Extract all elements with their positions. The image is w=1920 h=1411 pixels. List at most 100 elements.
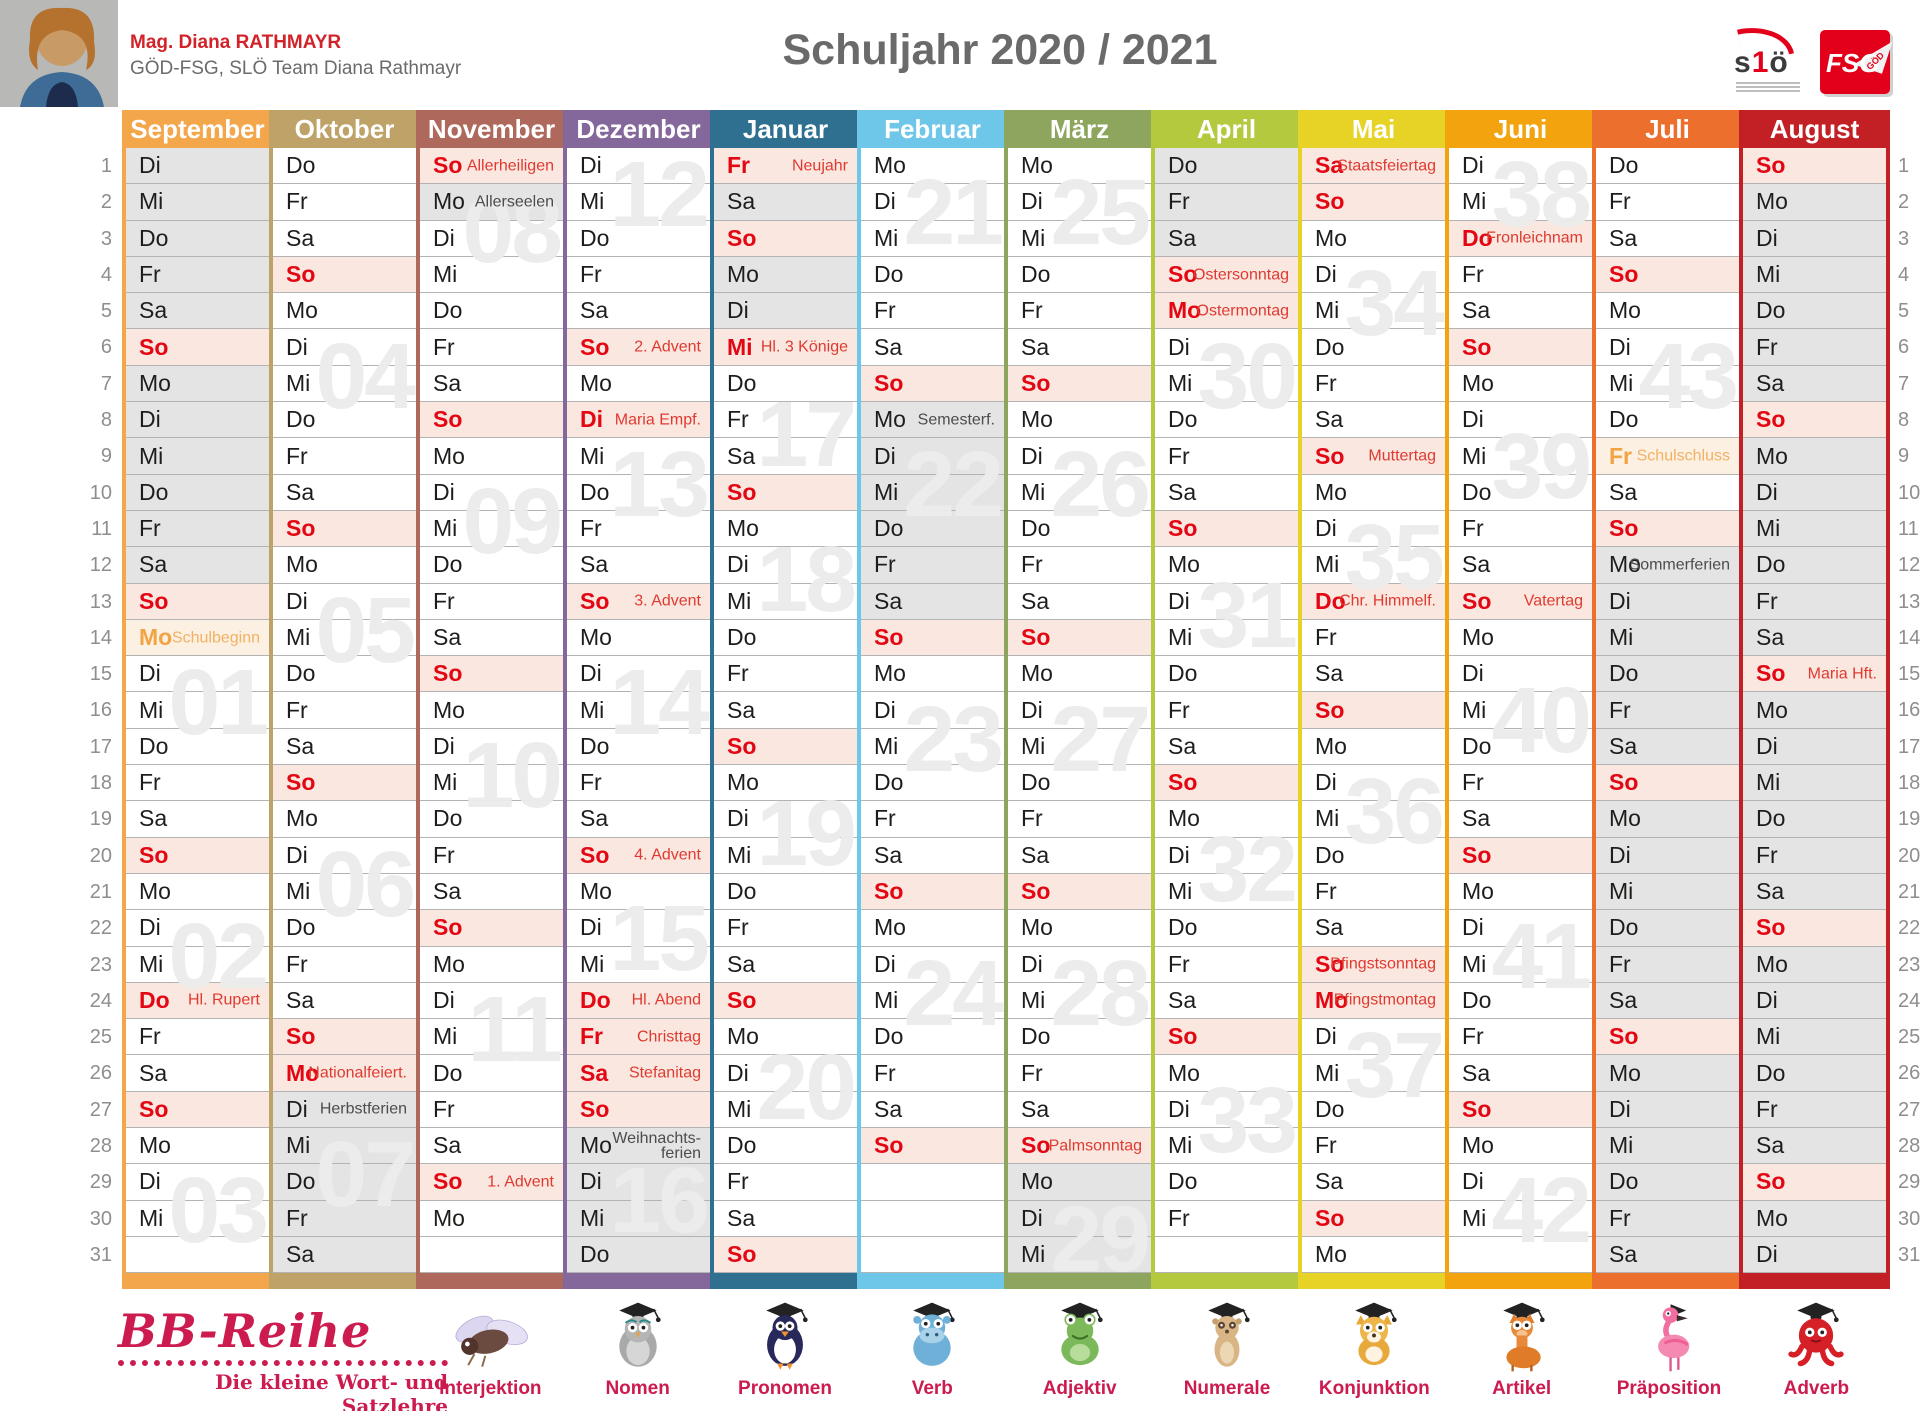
- weekday-label: Di: [1168, 1095, 1190, 1122]
- weekday-label: Di: [580, 914, 602, 941]
- weekday-label: Sa: [874, 587, 903, 614]
- day-cell: Mo Ostermontag: [1155, 293, 1298, 330]
- weekday-label: Do: [580, 732, 610, 759]
- day-cell: Mi: [1743, 765, 1886, 802]
- weekday-label: So: [727, 732, 757, 759]
- row-number-right: 16: [1898, 699, 1920, 722]
- row-number-right: 17: [1898, 735, 1920, 758]
- weekday-label: Do: [1315, 587, 1346, 614]
- weekday-label: Do: [1168, 152, 1198, 179]
- row-number-left: 23: [89, 953, 112, 976]
- day-cell: Di: [1743, 728, 1886, 766]
- weekday-label: Di: [580, 660, 602, 687]
- day-cell: Mi: [1008, 729, 1151, 766]
- day-cell: Do: [1008, 765, 1151, 802]
- weekday-label: Do: [139, 732, 169, 759]
- weekday-label: Sa: [1315, 1168, 1344, 1195]
- weekday-label: Di: [286, 841, 308, 868]
- row-number-right: 11: [1898, 517, 1919, 540]
- month-april: April Do Fr Sa So Ostersonntag Mo Ostermontag Di…: [1151, 110, 1298, 1290]
- day-cell: Di: [1302, 765, 1445, 802]
- month-header: Mai: [1302, 110, 1445, 148]
- weekday-label: Mi: [1756, 1023, 1781, 1050]
- weekday-label: Mo: [1315, 986, 1349, 1013]
- weekday-label: Do: [1609, 660, 1639, 687]
- weekday-label: Mo: [580, 1132, 612, 1159]
- day-cell: Mi: [567, 692, 710, 729]
- day-cell: Mi: [1008, 983, 1151, 1020]
- day-cell: Mi: [1596, 873, 1739, 911]
- weekday-label: Di: [139, 152, 161, 179]
- sloe-logo: s1ö: [1734, 19, 1806, 92]
- day-cell: Mo Semesterf.: [861, 402, 1004, 439]
- day-cell: Do: [1155, 402, 1298, 439]
- weekday-label: Di: [1756, 986, 1778, 1013]
- day-cell: Sa Staatsfeiertag: [1302, 148, 1445, 185]
- day-cell: Di: [1155, 838, 1298, 874]
- row-number-left: 25: [89, 1026, 112, 1049]
- day-cell: Mo: [567, 366, 710, 403]
- row-number-right: 9: [1898, 445, 1910, 468]
- weekday-label: Fr: [139, 261, 161, 288]
- month-header: Oktober: [273, 110, 416, 148]
- day-cell: Di: [1008, 692, 1151, 729]
- weekday-label: Fr: [1021, 805, 1043, 832]
- weekday-label: Mo: [874, 406, 906, 433]
- day-cell: Sa: [1155, 729, 1298, 766]
- month-header: September: [126, 110, 269, 148]
- day-cell: Sa: [420, 620, 563, 657]
- weekday-label: Fr: [874, 1059, 896, 1086]
- weekday-label: Mo: [1315, 478, 1347, 505]
- weekday-label: Fr: [1168, 188, 1190, 215]
- day-cell: Do: [861, 510, 1004, 548]
- day-cell: Do Hl. Rupert: [126, 982, 269, 1020]
- day-cell: Do: [567, 1236, 710, 1274]
- day-cell: Mo: [1743, 438, 1886, 475]
- weekday-label: Do: [580, 986, 611, 1013]
- day-cell: Sa: [1449, 547, 1592, 584]
- day-cell: Mi: [1155, 366, 1298, 403]
- day-cell: Mo: [714, 765, 857, 802]
- day-cell: Mo: [1155, 1055, 1298, 1092]
- day-cell: Mo: [567, 620, 710, 657]
- month-oktober: Oktober Do Fr Sa So Mo Di Mi Do Fr Sa So Mo Di Mi Do Fr S…: [269, 110, 416, 1290]
- day-cell: Fr: [1302, 620, 1445, 657]
- day-cell: Di: [1155, 584, 1298, 620]
- weekday-label: So: [1609, 261, 1639, 288]
- weekday-label: Do: [1168, 1168, 1198, 1195]
- holiday-note: Ostermontag: [1196, 302, 1289, 320]
- holiday-note: Allerseelen: [474, 193, 554, 211]
- day-cell: So: [714, 982, 857, 1020]
- month-header: März: [1008, 110, 1151, 148]
- row-number-left: 26: [89, 1062, 112, 1085]
- day-cell: Fr: [567, 511, 710, 548]
- word-type-label: Adjektiv: [1042, 1378, 1117, 1399]
- day-cell: Sa: [1008, 584, 1151, 620]
- weekday-label: Mi: [433, 769, 458, 796]
- day-cell: Mi: [126, 692, 269, 729]
- day-cell: Fr: [1743, 837, 1886, 874]
- weekday-label: Fr: [1609, 950, 1631, 977]
- day-cell: Mi: [567, 947, 710, 983]
- day-cell: Do: [1008, 1019, 1151, 1056]
- weekday-label: Mi: [139, 188, 164, 215]
- day-cell: Di: [420, 729, 563, 766]
- weekday-label: Mo: [1021, 660, 1053, 687]
- day-cell: Mo: [1596, 801, 1739, 838]
- logos: s1ö FSG GÖD: [1734, 19, 1893, 94]
- day-cell: Mo: [1008, 910, 1151, 947]
- day-cell: Fr: [1596, 184, 1739, 221]
- holiday-note: Pfingstmontag: [1333, 991, 1436, 1009]
- day-cell: Do: [1743, 547, 1886, 584]
- weekday-label: Fr: [727, 660, 749, 687]
- weekday-label: So: [1756, 406, 1786, 433]
- day-cell: Mo: [861, 148, 1004, 185]
- month-header: Juli: [1596, 110, 1739, 148]
- day-cell: Do: [1743, 801, 1886, 838]
- weekday-label: So: [580, 333, 610, 360]
- day-cell: Do: [1302, 838, 1445, 874]
- penguin-icon: [766, 1302, 808, 1370]
- day-cell: Mo: [1008, 148, 1151, 185]
- day-cell: So: [273, 765, 416, 802]
- holiday-note: 2. Advent: [634, 338, 701, 356]
